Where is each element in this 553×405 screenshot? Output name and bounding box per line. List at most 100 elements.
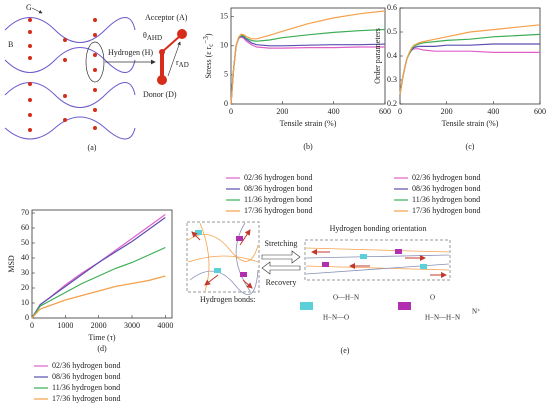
bond	[161, 35, 181, 53]
label: Recovery	[266, 278, 297, 287]
y-axis-label: Order parameters	[373, 28, 382, 84]
y-axis-label: MSD	[7, 255, 16, 273]
x-axis-label: Tensile strain (%)	[442, 119, 499, 128]
legend-label: 11/36 hydrogen bond	[244, 195, 312, 204]
legend-label: 08/36 hydrogen bond	[244, 184, 312, 193]
series-line	[31, 275, 166, 319]
y-tick-label: 0.2	[387, 99, 397, 108]
highlight	[85, 41, 105, 83]
label: B	[8, 40, 13, 49]
bond-icons	[195, 230, 247, 277]
chem: O	[430, 294, 435, 302]
panel-label: (c)	[466, 142, 475, 151]
label: θAHD	[143, 31, 162, 42]
y-axis-label: Stress (ε rc−3)	[202, 33, 215, 78]
y-tick-label: 60	[21, 223, 29, 232]
y-tick-label: 40	[21, 253, 29, 262]
x-tick-label: 400	[328, 107, 340, 116]
label: Stretching	[265, 239, 298, 248]
chain	[4, 82, 136, 108]
box	[304, 239, 451, 281]
acceptor-atom	[177, 29, 187, 39]
x-tick-label: 4000	[157, 321, 173, 330]
y-axis-label: Stress (ε r	[204, 46, 213, 78]
y-axis-label: )	[204, 33, 213, 36]
plot-frame	[399, 7, 541, 105]
chem: H−N—O	[323, 314, 349, 322]
y-axis-label: c	[207, 44, 215, 47]
chem: N⁺	[472, 308, 481, 316]
label: AHD	[147, 34, 162, 42]
label: AD	[179, 61, 189, 69]
legend-label: 02/36 hydrogen bond	[52, 361, 120, 370]
panel-label: (e)	[341, 346, 350, 355]
x-tick-label: 200	[276, 107, 288, 116]
chain	[4, 116, 136, 140]
x-tick-label: 200	[441, 107, 453, 116]
legend-label: 17/36 hydrogen bond	[244, 206, 312, 215]
y-tick-label: 0	[224, 99, 228, 108]
distance	[167, 41, 181, 77]
x-axis-label: Tensile strain (%)	[280, 119, 337, 128]
chem: H−N—H−N	[425, 314, 460, 322]
label: Hydrogen bonds:	[200, 295, 255, 304]
series-line	[399, 24, 541, 95]
icon	[398, 302, 411, 310]
y-axis-label: −3	[202, 36, 210, 44]
hydrogen-sites	[28, 18, 97, 132]
series-line	[399, 48, 540, 95]
series-line	[31, 214, 166, 319]
legend-label: 11/36 hydrogen bond	[412, 195, 480, 204]
series-line	[31, 246, 166, 319]
label: Hydrogen (H)	[108, 48, 153, 57]
pointer	[31, 7, 43, 14]
icon	[300, 302, 313, 310]
y-tick-label: 5	[224, 70, 228, 79]
y-tick-label: 70	[21, 208, 29, 217]
series-line	[230, 36, 385, 105]
legend-label: 11/36 hydrogen bond	[52, 383, 120, 392]
legend-label: 08/36 hydrogen bond	[52, 372, 120, 381]
y-tick-label: 20	[21, 283, 29, 292]
donor-atom	[157, 75, 167, 85]
box	[186, 221, 260, 293]
x-tick-label: 0	[398, 107, 402, 116]
panel-label: (a)	[88, 143, 97, 152]
chain	[4, 47, 136, 73]
y-axis-label: MSD	[7, 255, 16, 273]
label: Donor (D)	[143, 90, 177, 99]
legend-label: 17/36 hydrogen bond	[52, 394, 120, 403]
y-tick-label: 30	[21, 268, 29, 277]
y-tick-label: 10	[220, 41, 228, 50]
panel-label: (b)	[303, 142, 313, 151]
legend-label: 02/36 hydrogen bond	[412, 173, 480, 182]
arrow	[261, 261, 301, 275]
y-tick-label: 0.3	[387, 75, 397, 84]
legend-label: 17/36 hydrogen bond	[412, 206, 480, 215]
label: Hydrogen bonding orientation	[330, 224, 427, 233]
series-line	[31, 217, 166, 319]
arrows	[191, 229, 253, 289]
bond-icons	[322, 249, 427, 269]
series-line	[230, 28, 386, 105]
y-tick-label: 0	[25, 313, 29, 322]
x-tick-label: 400	[487, 107, 499, 116]
series-line	[230, 10, 386, 105]
label: G	[26, 3, 32, 12]
arrow	[261, 250, 301, 264]
legend-label: 02/36 hydrogen bond	[244, 173, 312, 182]
chain	[4, 17, 136, 43]
arrows	[311, 249, 447, 278]
y-tick-label: 50	[21, 238, 29, 247]
chem: O—H−N	[333, 294, 359, 302]
x-axis-label: Time (τ)	[88, 333, 115, 342]
legend-label: 08/36 hydrogen bond	[412, 184, 480, 193]
x-tick-label: 0	[30, 321, 34, 330]
y-tick-label: 0.6	[387, 3, 397, 12]
diagram-a: G B Hydrogen (H) Acceptor (A) θAHD rAD D…	[4, 3, 189, 152]
label: r	[176, 58, 179, 67]
diagram-e: Stretching Recovery Hydrogen bonding ori…	[186, 221, 481, 355]
x-tick-label: 1000	[57, 321, 73, 330]
label: Acceptor (A)	[145, 13, 188, 22]
y-tick-label: 0.4	[387, 51, 397, 60]
